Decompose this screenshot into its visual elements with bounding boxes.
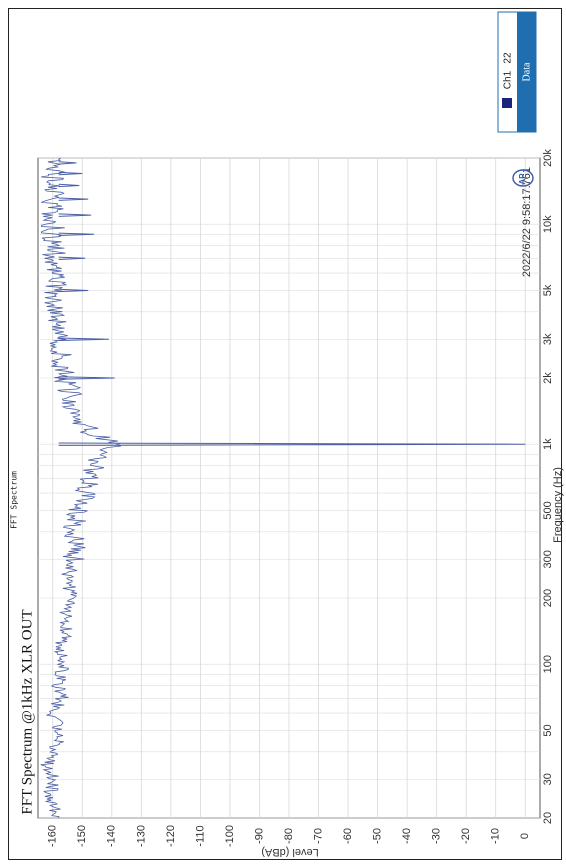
series-peak <box>58 288 89 293</box>
y-tick-label: -70 <box>312 828 324 844</box>
y-tick-label: -30 <box>431 828 443 844</box>
x-tick-label: 300 <box>542 550 554 568</box>
series-peak <box>58 337 109 341</box>
x-tick-label: 100 <box>542 655 554 673</box>
series-noise-line <box>40 157 122 819</box>
y-tick-label: -10 <box>490 828 502 844</box>
legend-entry-label: Ch1 <box>503 70 514 89</box>
x-tick-label: 30 <box>542 773 554 785</box>
legend-swatch <box>502 98 512 108</box>
x-tick-label: 50 <box>542 724 554 736</box>
series-peak <box>58 213 92 217</box>
y-axis-label: Level (dBA) <box>261 846 318 858</box>
legend: Data Ch1 22 <box>497 11 537 133</box>
chart-title: FFT Spectrum @1kHz XLR OUT <box>19 609 35 814</box>
series-peak <box>58 171 83 176</box>
y-tick-label: -20 <box>460 828 472 844</box>
y-tick-label: -80 <box>283 828 295 844</box>
series-peak <box>58 197 89 201</box>
legend-header <box>517 12 536 132</box>
x-tick-label: 10k <box>542 215 554 233</box>
series-peak <box>58 232 95 236</box>
x-tick-label: 20 <box>542 812 554 824</box>
y-tick-label: -140 <box>106 825 118 847</box>
series-peak <box>58 256 86 261</box>
legend-title: Data <box>521 62 532 81</box>
series-peak <box>58 161 77 165</box>
y-tick-label: -50 <box>371 828 383 844</box>
y-tick-label: -160 <box>47 825 59 847</box>
x-tick-label: 3k <box>542 333 554 345</box>
series-peak <box>58 442 526 446</box>
grid <box>38 157 540 819</box>
x-tick-label: 1k <box>542 438 554 450</box>
x-tick-label: 20k <box>542 149 554 167</box>
x-tick-label: 500 <box>542 501 554 519</box>
chart-subtitle: FFT Spectrum <box>10 471 19 529</box>
y-tick-label: -130 <box>135 825 147 847</box>
y-tick-label: -100 <box>224 825 236 847</box>
y-tick-label: -120 <box>165 825 177 847</box>
timestamp: 2022/6/22 9:58:17.761 <box>521 167 533 277</box>
y-tick-label: -90 <box>253 828 265 844</box>
y-tick-label: -110 <box>194 825 206 846</box>
x-axis-label: Frequency (Hz) <box>552 467 564 543</box>
svg-text:AP: AP <box>518 173 527 185</box>
series-peak <box>58 183 80 188</box>
x-tick-label: 200 <box>542 589 554 607</box>
x-tick-label: 5k <box>542 284 554 296</box>
series-peak <box>58 376 115 380</box>
y-tick-label: -150 <box>76 825 88 847</box>
y-tick-label: 0 <box>519 833 531 839</box>
y-tick-label: -40 <box>401 828 413 844</box>
x-tick-label: 2k <box>542 372 554 384</box>
y-tick-label: -60 <box>342 828 354 844</box>
legend-entry-value: 22 <box>503 52 514 64</box>
ap-logo-icon: AP <box>512 169 534 187</box>
